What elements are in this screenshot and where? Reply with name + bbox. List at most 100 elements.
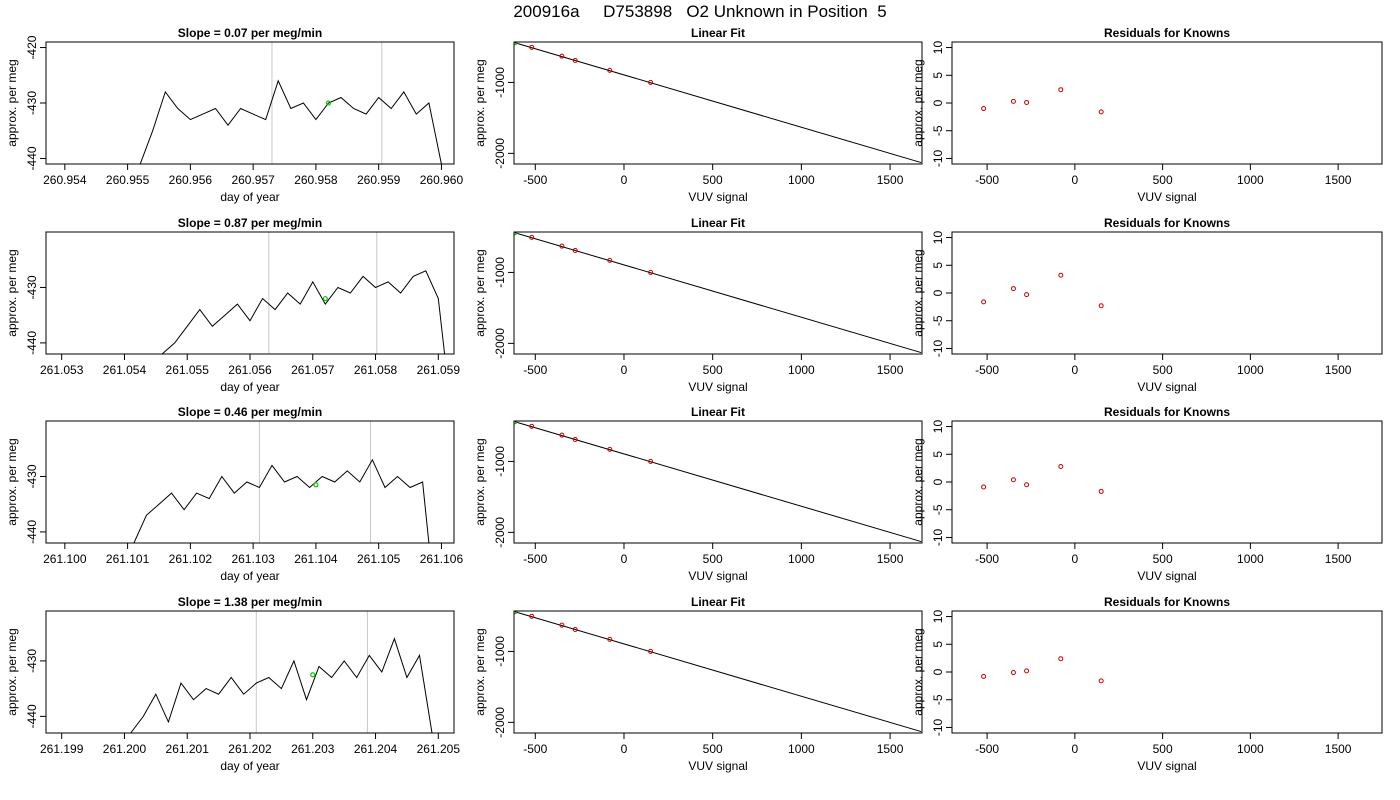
y-tick-label: 0	[931, 99, 945, 106]
y-tick-label: 10	[931, 231, 945, 245]
plot-frame	[513, 420, 923, 544]
x-tick-label: 260.954	[43, 173, 87, 187]
x-tick-label: 261.056	[228, 363, 272, 377]
x-tick-label: 261.100	[43, 552, 87, 566]
x-axis-label: day of year	[220, 190, 279, 204]
x-tick-label: 1500	[1325, 552, 1352, 566]
y-tick-label: -2000	[493, 517, 507, 548]
data-point	[981, 299, 987, 305]
chart-panel: Residuals for Knowns -500 0 500 1000 1500 10 5 0…	[911, 405, 1383, 583]
chart-title: Linear Fit	[691, 405, 745, 419]
x-tick-label: 261.053	[40, 363, 84, 377]
y-tick-label: -10	[931, 528, 945, 546]
data-point	[607, 67, 613, 73]
data-point	[559, 432, 565, 438]
plot-frame	[45, 610, 455, 734]
chart-panel: Linear Fit -500 0 500 1000 1500 -1000 -2000 VUV …	[473, 26, 923, 204]
data-point	[981, 484, 987, 490]
x-tick-label: 261.055	[166, 363, 210, 377]
x-tick-label: 1500	[877, 742, 904, 756]
y-axis-label: approx. per meg	[5, 628, 19, 715]
x-tick-label: 261.054	[103, 363, 147, 377]
y-tick-label: -1000	[493, 257, 507, 288]
x-axis-label: VUV signal	[1137, 759, 1196, 773]
chart-panel: Slope = 0.46 per meg/min 261.100 261.101 26…	[5, 405, 463, 583]
chart-title: Linear Fit	[691, 595, 745, 609]
x-tick-label: 260.959	[357, 173, 401, 187]
x-tick-label: 1500	[877, 552, 904, 566]
x-axis-label: day of year	[220, 759, 279, 773]
highlight-point	[514, 421, 518, 425]
plot-area	[514, 611, 922, 733]
chart-panel: Residuals for Knowns -500 0 500 1000 1500 10 5 0…	[911, 595, 1383, 773]
x-axis-label: day of year	[220, 569, 279, 583]
x-tick-label: 500	[1153, 552, 1173, 566]
highlight-point	[514, 42, 518, 46]
x-tick-label: 0	[1072, 552, 1079, 566]
chart-title: Residuals for Knowns	[1104, 26, 1230, 40]
x-tick-label: -500	[975, 742, 999, 756]
chart-panel: Residuals for Knowns -500 0 500 1000 1500 10 5 0…	[911, 26, 1383, 204]
y-tick-label: -2000	[493, 138, 507, 169]
x-tick-label: 1000	[1237, 173, 1264, 187]
x-axis-label: VUV signal	[688, 569, 747, 583]
data-point	[1024, 668, 1030, 674]
y-tick-label: -430	[25, 91, 39, 115]
y-tick-label: 10	[931, 420, 945, 434]
plot-frame	[45, 420, 455, 544]
x-axis-label: day of year	[220, 380, 279, 394]
y-axis-label: approx. per meg	[473, 438, 487, 525]
data-point	[607, 636, 613, 642]
chart-title: Linear Fit	[691, 216, 745, 230]
x-tick-label: 500	[703, 552, 723, 566]
chart-title: Residuals for Knowns	[1104, 405, 1230, 419]
series-line	[130, 637, 433, 733]
plot-frame	[951, 41, 1383, 165]
x-tick-label: 0	[621, 742, 628, 756]
data-point	[572, 247, 578, 253]
x-tick-label: 1000	[1237, 363, 1264, 377]
x-tick-label: 260.958	[294, 173, 338, 187]
y-tick-label: 5	[931, 641, 945, 648]
y-tick-label: -10	[931, 149, 945, 167]
data-point	[572, 436, 578, 442]
plot-area	[139, 42, 442, 164]
y-axis-label: approx. per meg	[5, 438, 19, 525]
data-point	[1098, 488, 1104, 494]
plot-area	[981, 272, 1104, 309]
x-tick-label: 1500	[877, 173, 904, 187]
y-tick-label: -5	[931, 315, 945, 326]
x-axis-label: VUV signal	[1137, 190, 1196, 204]
highlight-point	[325, 100, 332, 106]
x-tick-label: 261.106	[420, 552, 464, 566]
data-point	[648, 269, 654, 275]
data-point	[529, 44, 535, 50]
x-tick-label: 261.199	[40, 742, 84, 756]
x-tick-label: 261.202	[228, 742, 272, 756]
data-point	[1098, 109, 1104, 115]
x-tick-label: 1000	[1237, 552, 1264, 566]
chart-panel: Linear Fit -500 0 500 1000 1500 -1000 -2000 VUV …	[473, 216, 923, 394]
y-tick-label: -10	[931, 718, 945, 736]
plot-frame	[513, 41, 923, 165]
data-point	[559, 622, 565, 628]
data-point	[1010, 670, 1016, 676]
x-tick-label: 261.203	[291, 742, 335, 756]
y-tick-label: 0	[931, 668, 945, 675]
series-line	[139, 79, 442, 164]
y-tick-label: -5	[931, 504, 945, 515]
x-axis-label: VUV signal	[688, 759, 747, 773]
series-line	[161, 270, 446, 354]
x-tick-label: 1000	[788, 363, 815, 377]
x-tick-label: 1500	[877, 363, 904, 377]
x-tick-label: 1500	[1325, 363, 1352, 377]
x-tick-label: 500	[703, 742, 723, 756]
x-axis-label: VUV signal	[1137, 380, 1196, 394]
x-tick-label: 260.960	[420, 173, 464, 187]
data-point	[1058, 463, 1064, 469]
chart-title: Slope = 0.87 per meg/min	[178, 216, 322, 230]
x-tick-label: -500	[523, 363, 547, 377]
y-tick-label: -1000	[493, 636, 507, 667]
data-point	[529, 423, 535, 429]
y-axis-label: approx. per meg	[473, 628, 487, 715]
